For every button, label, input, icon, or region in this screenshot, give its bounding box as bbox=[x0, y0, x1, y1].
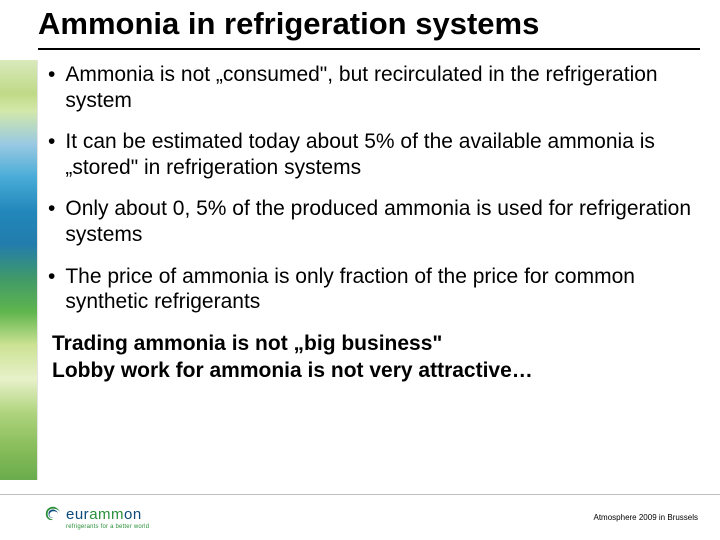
logo-swirl-icon bbox=[44, 505, 62, 523]
bullet-text: The price of ammonia is only fraction of… bbox=[65, 264, 696, 315]
bullet-text: It can be estimated today about 5% of th… bbox=[65, 129, 696, 180]
bullet-item: • Only about 0, 5% of the produced ammon… bbox=[48, 196, 696, 247]
logo-part-1: eur bbox=[66, 506, 89, 523]
emphasis-line: Lobby work for ammonia is not very attra… bbox=[52, 358, 696, 385]
slide-title: Ammonia in refrigeration systems bbox=[38, 6, 700, 50]
bullet-item: • The price of ammonia is only fraction … bbox=[48, 264, 696, 315]
logo: eurammon refrigerants for a better world bbox=[44, 505, 149, 530]
emphasis-line: Trading ammonia is not „big business" bbox=[52, 331, 696, 358]
logo-wordmark: eurammon bbox=[66, 506, 142, 523]
logo-part-3: on bbox=[124, 506, 142, 523]
bullet-dot-icon: • bbox=[48, 196, 55, 222]
bullet-dot-icon: • bbox=[48, 129, 55, 155]
bullet-dot-icon: • bbox=[48, 62, 55, 88]
logo-part-2: amm bbox=[89, 506, 124, 523]
bullet-item: • It can be estimated today about 5% of … bbox=[48, 129, 696, 180]
emphasis-block: Trading ammonia is not „big business" Lo… bbox=[52, 331, 696, 385]
bullet-item: • Ammonia is not „consumed", but recircu… bbox=[48, 62, 696, 113]
bullet-text: Only about 0, 5% of the produced ammonia… bbox=[65, 196, 696, 247]
sidebar-decoration bbox=[0, 60, 38, 480]
footer-caption: Atmosphere 2009 in Brussels bbox=[594, 513, 699, 522]
bullet-dot-icon: • bbox=[48, 264, 55, 290]
logo-main: eurammon bbox=[44, 505, 142, 523]
slide-body: • Ammonia is not „consumed", but recircu… bbox=[48, 62, 696, 385]
logo-tagline: refrigerants for a better world bbox=[66, 524, 149, 530]
slide: Ammonia in refrigeration systems • Ammon… bbox=[0, 0, 720, 540]
slide-footer: eurammon refrigerants for a better world… bbox=[0, 494, 720, 540]
bullet-text: Ammonia is not „consumed", but recircula… bbox=[65, 62, 696, 113]
